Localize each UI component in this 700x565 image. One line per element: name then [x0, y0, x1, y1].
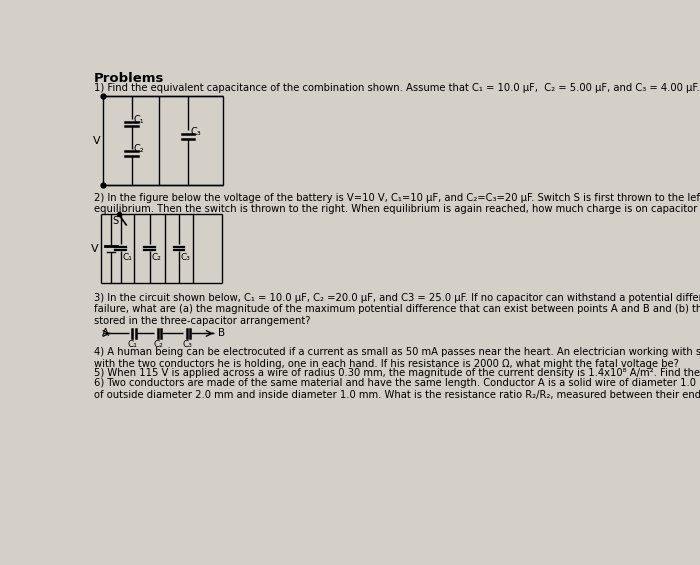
Text: 3) In the circuit shown below, C₁ = 10.0 μF, C₂ =20.0 μF, and C3 = 25.0 μF. If n: 3) In the circuit shown below, C₁ = 10.0…: [94, 293, 700, 326]
Text: V: V: [92, 244, 99, 254]
Text: 4) A human being can be electrocuted if a current as small as 50 mA passes near : 4) A human being can be electrocuted if …: [94, 347, 700, 369]
Text: C₂: C₂: [151, 253, 161, 262]
Text: A: A: [102, 328, 108, 338]
Text: C₂: C₂: [134, 144, 145, 154]
Text: C₁: C₁: [122, 253, 132, 262]
Text: B: B: [218, 328, 225, 338]
Text: C₃: C₃: [190, 127, 202, 137]
Text: 1) Find the equivalent capacitance of the combination shown. Assume that C₁ = 10: 1) Find the equivalent capacitance of th…: [94, 83, 699, 93]
Text: S: S: [112, 216, 118, 227]
Text: 2) In the figure below the voltage of the battery is V=10 V, C₁=10 μF, and C₂=C₃: 2) In the figure below the voltage of th…: [94, 193, 700, 214]
Text: Problems: Problems: [94, 72, 164, 85]
Text: C₃: C₃: [181, 253, 190, 262]
Text: C₂: C₂: [153, 340, 163, 349]
Text: C₁: C₁: [128, 340, 138, 349]
Text: C₃: C₃: [182, 340, 192, 349]
Text: V: V: [93, 136, 101, 146]
Text: C₁: C₁: [134, 115, 145, 125]
Text: 6) Two conductors are made of the same material and have the same length. Conduc: 6) Two conductors are made of the same m…: [94, 378, 700, 399]
Text: 5) When 115 V is applied across a wire of radius 0.30 mm, the magnitude of the c: 5) When 115 V is applied across a wire o…: [94, 368, 700, 378]
